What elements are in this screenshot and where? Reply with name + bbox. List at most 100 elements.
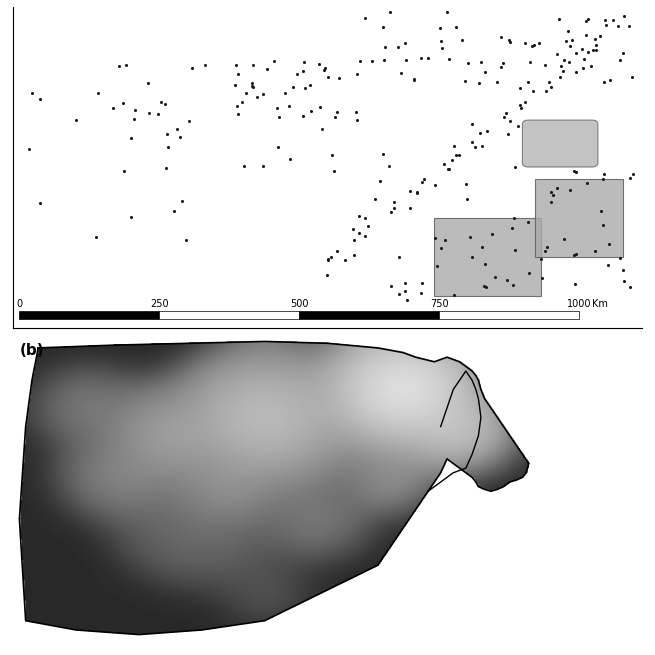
Point [505, 116, 515, 126]
Point [240, 88, 251, 98]
Point [478, 280, 489, 291]
Point [449, 141, 459, 151]
Point [462, 57, 473, 67]
Point [619, 275, 629, 286]
Point [528, 86, 538, 96]
Point [498, 112, 509, 122]
Point [455, 149, 465, 160]
Point [565, 184, 575, 195]
Point [563, 26, 573, 37]
Point [451, 150, 462, 160]
Point [601, 19, 611, 29]
Point [567, 35, 578, 46]
Text: 0: 0 [16, 299, 22, 309]
Point [360, 12, 370, 23]
Point [576, 45, 587, 55]
Point [443, 54, 454, 64]
Point [457, 35, 468, 46]
Point [590, 33, 600, 44]
Point [515, 83, 525, 94]
Point [121, 60, 131, 71]
Point [416, 53, 426, 64]
Point [555, 72, 565, 83]
Point [590, 246, 601, 257]
Point [430, 180, 440, 191]
Point [349, 250, 360, 260]
Point [363, 221, 373, 231]
Point [409, 73, 419, 84]
Point [505, 37, 515, 47]
Point [354, 228, 365, 238]
Point [292, 69, 303, 79]
Point [536, 253, 546, 264]
Point [175, 131, 185, 141]
Point [552, 48, 562, 59]
Point [93, 88, 103, 98]
Point [187, 63, 197, 73]
Point [502, 274, 512, 285]
Point [327, 149, 337, 160]
Point [504, 35, 514, 45]
Text: 250: 250 [150, 299, 168, 309]
Point [322, 270, 332, 280]
Point [525, 57, 535, 67]
Point [348, 223, 358, 234]
Point [379, 54, 389, 65]
Point [367, 56, 377, 66]
Point [126, 212, 136, 222]
Point [320, 63, 331, 73]
Point [430, 233, 440, 243]
Point [625, 282, 635, 292]
Point [451, 22, 462, 32]
Point [603, 260, 614, 271]
Point [386, 206, 396, 217]
Point [370, 193, 381, 204]
Point [126, 133, 136, 143]
Text: 1000: 1000 [567, 299, 591, 309]
Point [546, 187, 557, 197]
Point [400, 278, 410, 288]
Point [333, 73, 344, 83]
Point [507, 223, 517, 234]
Point [285, 154, 295, 164]
Point [598, 219, 608, 230]
Point [498, 58, 508, 68]
Point [591, 45, 601, 56]
Point [523, 77, 534, 87]
Point [402, 295, 412, 305]
Point [442, 7, 453, 17]
Point [355, 56, 365, 67]
FancyBboxPatch shape [523, 120, 598, 167]
Point [360, 231, 370, 241]
Point [438, 159, 449, 169]
Point [379, 41, 390, 52]
Point [393, 41, 403, 52]
Point [582, 178, 593, 189]
Point [388, 203, 399, 214]
Point [184, 116, 195, 126]
Point [440, 234, 450, 245]
Point [236, 97, 247, 107]
Point [233, 101, 243, 111]
Point [481, 282, 491, 292]
Point [534, 38, 544, 48]
Point [598, 168, 608, 179]
Point [315, 102, 326, 113]
Point [261, 64, 272, 74]
Point [119, 166, 129, 177]
Point [306, 105, 316, 116]
Point [583, 47, 593, 57]
Point [156, 96, 166, 107]
Point [329, 112, 340, 122]
Point [540, 60, 551, 71]
Point [169, 206, 179, 216]
Point [519, 96, 530, 107]
Point [510, 244, 520, 255]
Point [417, 278, 427, 289]
Point [443, 163, 453, 174]
Point [238, 160, 249, 171]
Point [385, 7, 396, 18]
Point [323, 255, 333, 265]
Point [571, 166, 581, 177]
Point [542, 242, 553, 252]
